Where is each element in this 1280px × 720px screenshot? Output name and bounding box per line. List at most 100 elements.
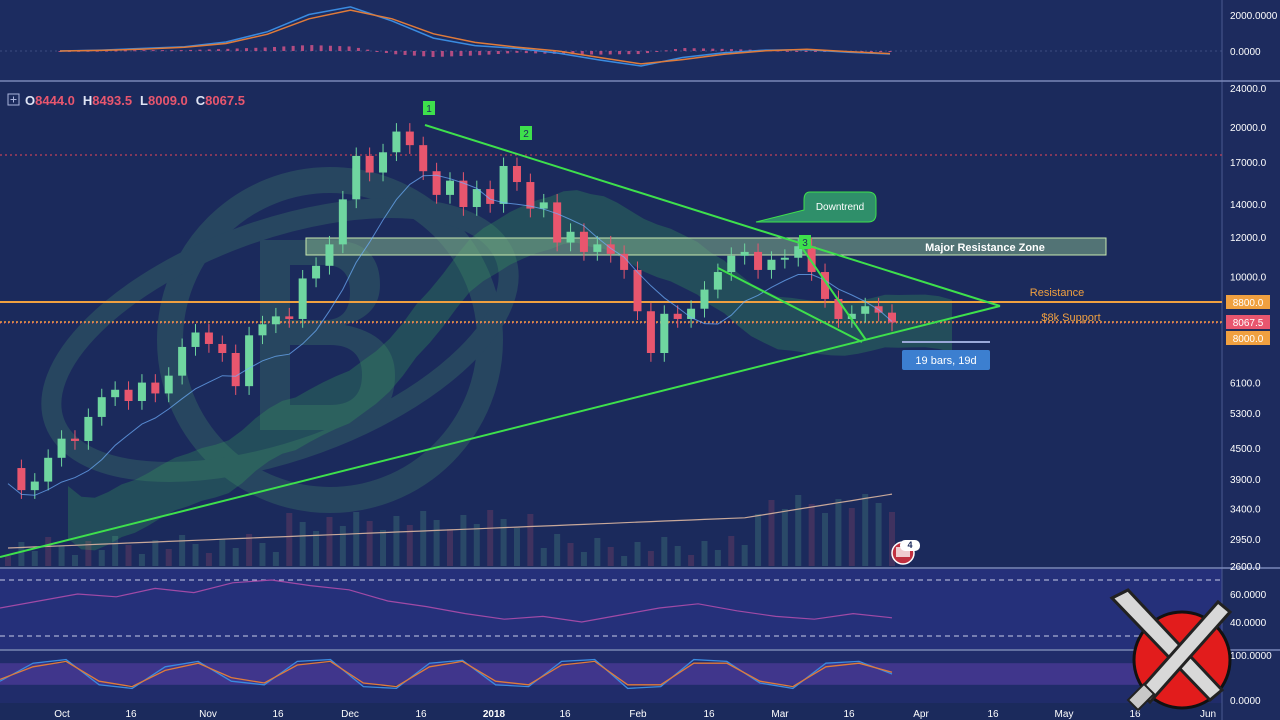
time-tick-label: 2018 [483,709,506,720]
volume-bar [822,513,829,566]
macd-histogram-bar [496,51,500,54]
volume-bar [607,547,614,566]
ohlc-close-value: 8067.5 [205,93,245,108]
point-1-marker[interactable] [423,101,435,115]
macd-histogram-bar [450,51,454,57]
stochastic-indicator [0,658,1222,690]
candle-body [124,389,133,401]
uptrend-line[interactable] [0,305,1001,558]
macd-tick-label: 0.0000 [1230,47,1261,58]
volume-bar [246,534,253,566]
macd-histogram-bar [664,50,668,52]
volume-bar [808,504,815,566]
candle-body [365,155,374,173]
candle-body [821,272,830,299]
candle-body [298,278,307,319]
volume-bar [112,536,119,566]
candle-body [539,202,548,209]
volume-bar [781,509,788,566]
zone-label: Major Resistance Zone [925,242,1045,254]
volume-bar [661,537,668,566]
macd-histogram-bar [95,50,99,52]
volume-bar [366,521,373,566]
last-price-tag[interactable] [1226,315,1270,329]
macd-histogram-bar [403,51,407,55]
support-price-tag[interactable] [1226,331,1270,345]
downtrend-callout[interactable] [755,191,877,223]
macd-histogram-bar [795,51,799,52]
volume-bar [460,515,467,566]
plus-box-icon[interactable] [7,93,20,106]
candle-body [231,352,240,387]
price-tick-label: 3400.0 [1230,504,1261,515]
candle-body [566,231,575,243]
candle-body [84,416,93,441]
wedge-lower-line[interactable] [717,267,863,343]
downtrend-line[interactable] [424,124,1001,307]
macd-histogram-bar [123,50,127,52]
macd-histogram-bar [720,48,724,51]
point-2-marker[interactable] [520,126,532,140]
candle-body [861,306,870,314]
point-3-label: 3 [802,238,808,249]
macd-histogram-bar [683,48,687,51]
candle-body [419,145,428,172]
news-flag-icon[interactable] [891,540,920,565]
macd-histogram-bar [300,45,304,51]
macd-histogram-bar [692,48,696,51]
macd-histogram-bar [282,46,286,51]
macd-histogram-bar [254,47,258,51]
macd-histogram-bar [170,50,174,52]
volume-bar [125,545,132,566]
volume-bar [862,494,869,566]
resistance-price-tag[interactable] [1226,295,1270,309]
volume-bar [513,528,520,566]
ohlc-low-key: L [140,93,148,108]
point-2-label: 2 [523,129,529,140]
macd-histogram-bar [515,51,519,53]
volume-bar [875,503,882,566]
time-tick-label: 16 [987,709,999,720]
volume-bar [192,544,199,566]
price-ma-line [7,174,893,496]
candle-body [486,189,495,204]
macd-histogram-bar [431,51,435,57]
volume-bar [45,537,52,566]
time-tick-label: Dec [341,709,359,720]
crossed-swords-logo [1109,588,1233,712]
wedge-upper-line[interactable] [799,244,867,341]
candle-body [137,382,146,401]
volume-bar [447,529,453,566]
time-tick-label: 16 [1129,709,1141,720]
macd-histogram-bar [487,51,491,55]
macd-histogram-bar [627,51,631,55]
volume-bar [540,548,547,566]
macd-histogram-bar [375,51,379,52]
macd-histogram-bar [711,48,715,51]
time-tick-label: 16 [703,709,715,720]
volume-bar [621,556,628,566]
macd-histogram-bar [813,51,817,52]
volume-bar [487,510,494,566]
price-tick-label: 24000.0 [1230,84,1267,95]
volume-bar [701,541,708,566]
rsi-panel-bg [0,569,1222,649]
candle-body [794,246,803,258]
candle-body [325,244,334,266]
macd-histogram-bar [310,45,314,51]
bars-count-box[interactable] [902,350,990,370]
time-tick-label: 16 [843,709,855,720]
candle-body [178,346,187,376]
candle-body [606,244,615,254]
point-1-label: 1 [426,104,432,115]
volume-bar [433,520,440,566]
macd-histogram-bar [347,46,351,51]
volume-bar [152,540,159,566]
price-axis-bg[interactable] [1222,0,1280,720]
point-3-marker[interactable] [799,235,811,249]
support-label: $8k Support [1041,312,1100,324]
candlesticks [7,123,896,499]
major-resistance-zone[interactable] [305,237,1107,256]
candle-body [499,165,508,204]
